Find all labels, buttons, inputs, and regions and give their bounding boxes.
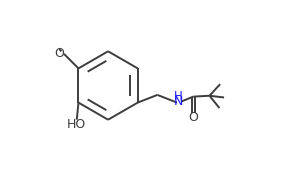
Text: H: H <box>174 90 183 103</box>
Text: O: O <box>54 47 64 60</box>
Text: N: N <box>174 95 183 108</box>
Text: HO: HO <box>67 118 86 131</box>
Text: O: O <box>188 111 198 124</box>
